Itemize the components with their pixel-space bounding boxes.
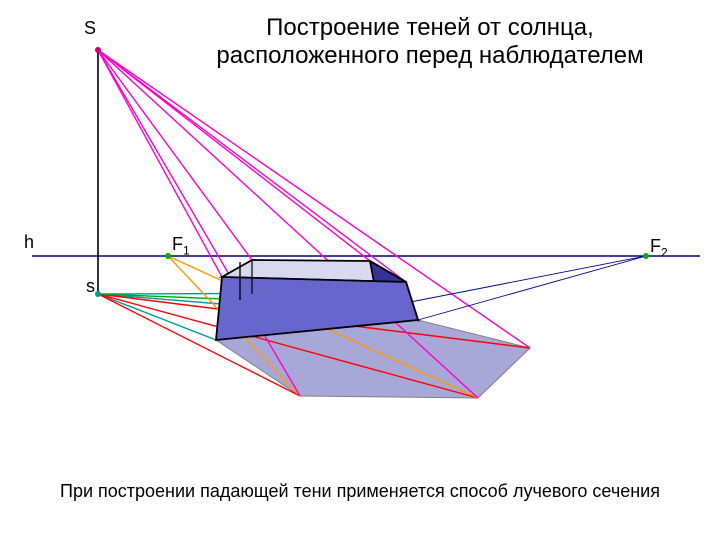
diagram-page: Построение теней от солнца, расположенно… xyxy=(0,0,720,540)
diagram-svg xyxy=(0,0,720,540)
page-caption: При построении падающей тени применяется… xyxy=(55,481,665,502)
